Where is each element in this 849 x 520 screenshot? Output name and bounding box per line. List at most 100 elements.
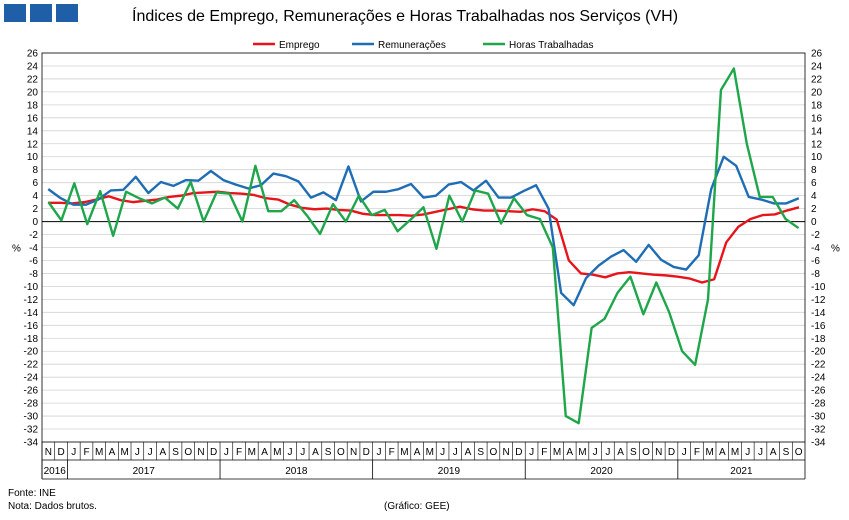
month-tick-label: A	[617, 447, 624, 458]
y-tick-label-right: 24	[811, 61, 823, 72]
month-tick-label: A	[566, 447, 573, 458]
month-tick-label: A	[465, 447, 472, 458]
month-tick-label: J	[71, 447, 76, 458]
source-note: Fonte: INE	[8, 488, 56, 499]
year-label: 2018	[285, 466, 308, 477]
month-tick-label: A	[159, 447, 166, 458]
month-tick-label: J	[593, 447, 598, 458]
month-tick-label: S	[783, 447, 790, 458]
y-axis-label-right: %	[831, 244, 840, 255]
y-tick-label-right: 18	[811, 100, 823, 111]
y-tick-label-right: -16	[811, 321, 826, 332]
month-tick-label: N	[503, 447, 510, 458]
year-label: 2020	[590, 466, 613, 477]
y-tick-label-right: -10	[811, 282, 826, 293]
y-tick-label-left: 0	[32, 217, 38, 228]
month-tick-label: M	[426, 447, 434, 458]
y-tick-label-left: -10	[24, 282, 39, 293]
y-tick-label-left: -30	[24, 412, 39, 423]
month-tick-label: J	[440, 447, 445, 458]
legend-label-remuneracoes: Remunerações	[378, 40, 446, 51]
y-tick-label-right: 2	[811, 204, 817, 215]
logo-block-2	[30, 4, 52, 22]
month-tick-label: A	[719, 447, 726, 458]
y-tick-label-left: -32	[24, 425, 39, 436]
y-tick-label-right: -6	[811, 256, 820, 267]
month-tick-label: M	[95, 447, 103, 458]
month-tick-label: N	[197, 447, 204, 458]
y-tick-label-left: 24	[27, 61, 39, 72]
y-tick-label-left: 12	[27, 139, 39, 150]
month-tick-label: S	[477, 447, 484, 458]
month-tick-label: J	[529, 447, 534, 458]
y-tick-label-right: -26	[811, 386, 826, 397]
month-tick-label: N	[45, 447, 52, 458]
month-tick-label: N	[350, 447, 357, 458]
month-tick-label: J	[453, 447, 458, 458]
y-tick-label-left: 16	[27, 113, 39, 124]
y-tick-label-left: 10	[27, 152, 39, 163]
y-tick-label-left: -8	[29, 269, 38, 280]
month-tick-label: A	[312, 447, 319, 458]
month-tick-label: A	[261, 447, 268, 458]
year-label: 2017	[133, 466, 156, 477]
y-tick-label-right: 10	[811, 152, 823, 163]
month-tick-label: M	[248, 447, 256, 458]
month-tick-label: A	[414, 447, 421, 458]
y-tick-label-left: 2	[32, 204, 38, 215]
y-tick-label-right: -18	[811, 334, 826, 345]
month-tick-label: A	[770, 447, 777, 458]
y-tick-label-right: -8	[811, 269, 820, 280]
y-tick-label-right: 16	[811, 113, 823, 124]
month-tick-label: D	[668, 447, 675, 458]
month-tick-label: J	[287, 447, 292, 458]
y-tick-label-left: -24	[24, 373, 39, 384]
y-tick-label-left: 14	[27, 126, 39, 137]
y-tick-label-left: 20	[27, 87, 39, 98]
y-tick-label-right: 6	[811, 178, 817, 189]
year-label: 2021	[730, 466, 753, 477]
chart-title: Índices de Emprego, Remunerações e Horas…	[132, 8, 679, 25]
y-tick-label-right: 0	[811, 217, 817, 228]
y-tick-label-right: -4	[811, 243, 820, 254]
y-tick-label-left: -4	[29, 243, 38, 254]
month-tick-label: J	[605, 447, 610, 458]
year-label: 2019	[438, 466, 461, 477]
month-tick-label: M	[731, 447, 739, 458]
month-tick-label: J	[224, 447, 229, 458]
month-tick-label: D	[363, 447, 370, 458]
logo-block-3	[56, 4, 78, 22]
y-tick-label-right: -24	[811, 373, 826, 384]
y-tick-label-left: 18	[27, 100, 39, 111]
y-tick-label-left: -20	[24, 347, 39, 358]
y-tick-label-left: 22	[27, 74, 39, 85]
y-tick-label-left: 6	[32, 178, 38, 189]
legend-label-emprego: Emprego	[279, 40, 320, 51]
month-tick-label: J	[758, 447, 763, 458]
y-tick-label-left: 26	[27, 49, 39, 60]
y-tick-label-right: -2	[811, 230, 820, 241]
month-tick-label: S	[325, 447, 332, 458]
y-tick-label-right: -34	[811, 438, 826, 449]
month-tick-label: O	[642, 447, 650, 458]
y-tick-label-left: -2	[29, 230, 38, 241]
y-tick-label-left: -12	[24, 295, 39, 306]
month-tick-label: O	[337, 447, 345, 458]
month-tick-label: J	[300, 447, 305, 458]
month-tick-label: M	[553, 447, 561, 458]
y-tick-label-right: 14	[811, 126, 823, 137]
month-tick-label: M	[400, 447, 408, 458]
month-tick-label: O	[490, 447, 498, 458]
y-axis-label-left: %	[12, 244, 21, 255]
y-tick-label-left: -16	[24, 321, 39, 332]
y-tick-label-right: 20	[811, 87, 823, 98]
y-tick-label-left: -26	[24, 386, 39, 397]
series-line-emprego	[48, 190, 800, 284]
y-tick-label-right: 26	[811, 49, 823, 60]
y-tick-label-right: -22	[811, 360, 826, 371]
credit-note: (Gráfico: GEE)	[384, 501, 450, 512]
y-tick-label-left: -6	[29, 256, 38, 267]
month-tick-label: F	[389, 447, 395, 458]
month-tick-label: J	[682, 447, 687, 458]
